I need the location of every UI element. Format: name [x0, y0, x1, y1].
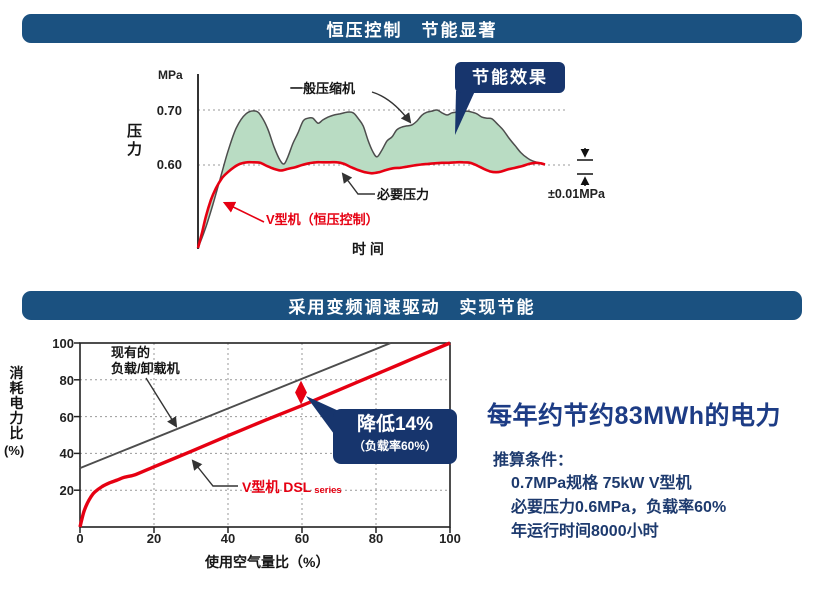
reduction-bubble-tail — [306, 396, 341, 434]
reduction-bubble-title: 降低14% — [356, 414, 434, 435]
v-dsl-label: V型机 DSL series — [242, 477, 342, 497]
power-ytick-20: 20 — [59, 483, 74, 498]
pressure-tick-070: 0.70 — [156, 103, 182, 118]
reduction-bubble-subtitle: （负载率60%） — [352, 439, 438, 453]
pressure-unit-label: MPa — [158, 68, 183, 82]
power-ytick-100: 100 — [52, 336, 74, 351]
power-xtick-0: 0 — [76, 531, 84, 546]
power-xtick-40: 40 — [220, 531, 236, 546]
v-dsl-label-main: V型机 DSL — [242, 479, 312, 495]
power-ytick-80: 80 — [59, 373, 74, 388]
conditions-title: 推算条件： — [493, 452, 574, 469]
power-y-title: 消耗电力比 — [9, 365, 24, 441]
general-compressor-label: 一般压缩机 — [290, 81, 356, 96]
general-compressor-curve — [197, 109, 546, 249]
power-xtick-100: 100 — [439, 531, 461, 546]
v-dsl-curve — [78, 341, 451, 528]
power-xtick-80: 80 — [368, 531, 384, 546]
energy-saving-area — [198, 109, 545, 249]
general-label-arrow — [371, 91, 412, 124]
power-axis-ticks — [74, 342, 451, 533]
savings-headline: 每年约节约83MWh的电力 — [487, 402, 782, 430]
pressure-tick-060: 0.60 — [156, 157, 182, 172]
v-type-pressure-curve — [196, 160, 546, 249]
condition-line-2: 必要压力0.6MPa，负载率60% — [511, 499, 727, 516]
tolerance-marker — [577, 148, 593, 186]
power-y-unit: (%) — [4, 443, 25, 458]
condition-line-3: 年运行时间8000小时 — [511, 523, 659, 540]
v-type-label-arrow — [222, 201, 265, 223]
tolerance-label: ±0.01MPa — [548, 187, 605, 201]
v-dsl-label-sub: series — [314, 485, 342, 496]
section1-header: 恒压控制 节能显著 — [22, 14, 802, 43]
power-ytick-40: 40 — [59, 446, 74, 461]
existing-machine-label: 现有的 负载/卸载机 — [111, 345, 180, 376]
pressure-x-title: 时 间 — [352, 241, 384, 257]
pressure-chart — [196, 74, 593, 249]
reduction-bubble: 降低14% （负载率60%） — [333, 409, 457, 464]
energy-bubble-tail — [455, 91, 475, 135]
section2-header: 采用变频调速驱动 实现节能 — [22, 291, 802, 320]
power-ytick-60: 60 — [59, 410, 74, 425]
required-pressure-arrow — [341, 172, 375, 195]
power-x-title: 使用空气量比（%） — [205, 554, 330, 570]
energy-saving-bubble: 节能效果 — [455, 62, 565, 93]
condition-line-1: 0.7MPa规格 75kW V型机 — [511, 475, 692, 492]
power-xtick-60: 60 — [294, 531, 310, 546]
pressure-y-title: 压力 — [126, 123, 142, 158]
power-xtick-20: 20 — [146, 531, 162, 546]
v-type-label: V型机（恒压控制） — [266, 212, 379, 227]
dsl-label-arrow — [191, 459, 238, 487]
load-unload-line — [79, 342, 392, 469]
required-pressure-label: 必要压力 — [377, 187, 430, 202]
existing-label-arrow — [145, 377, 178, 428]
